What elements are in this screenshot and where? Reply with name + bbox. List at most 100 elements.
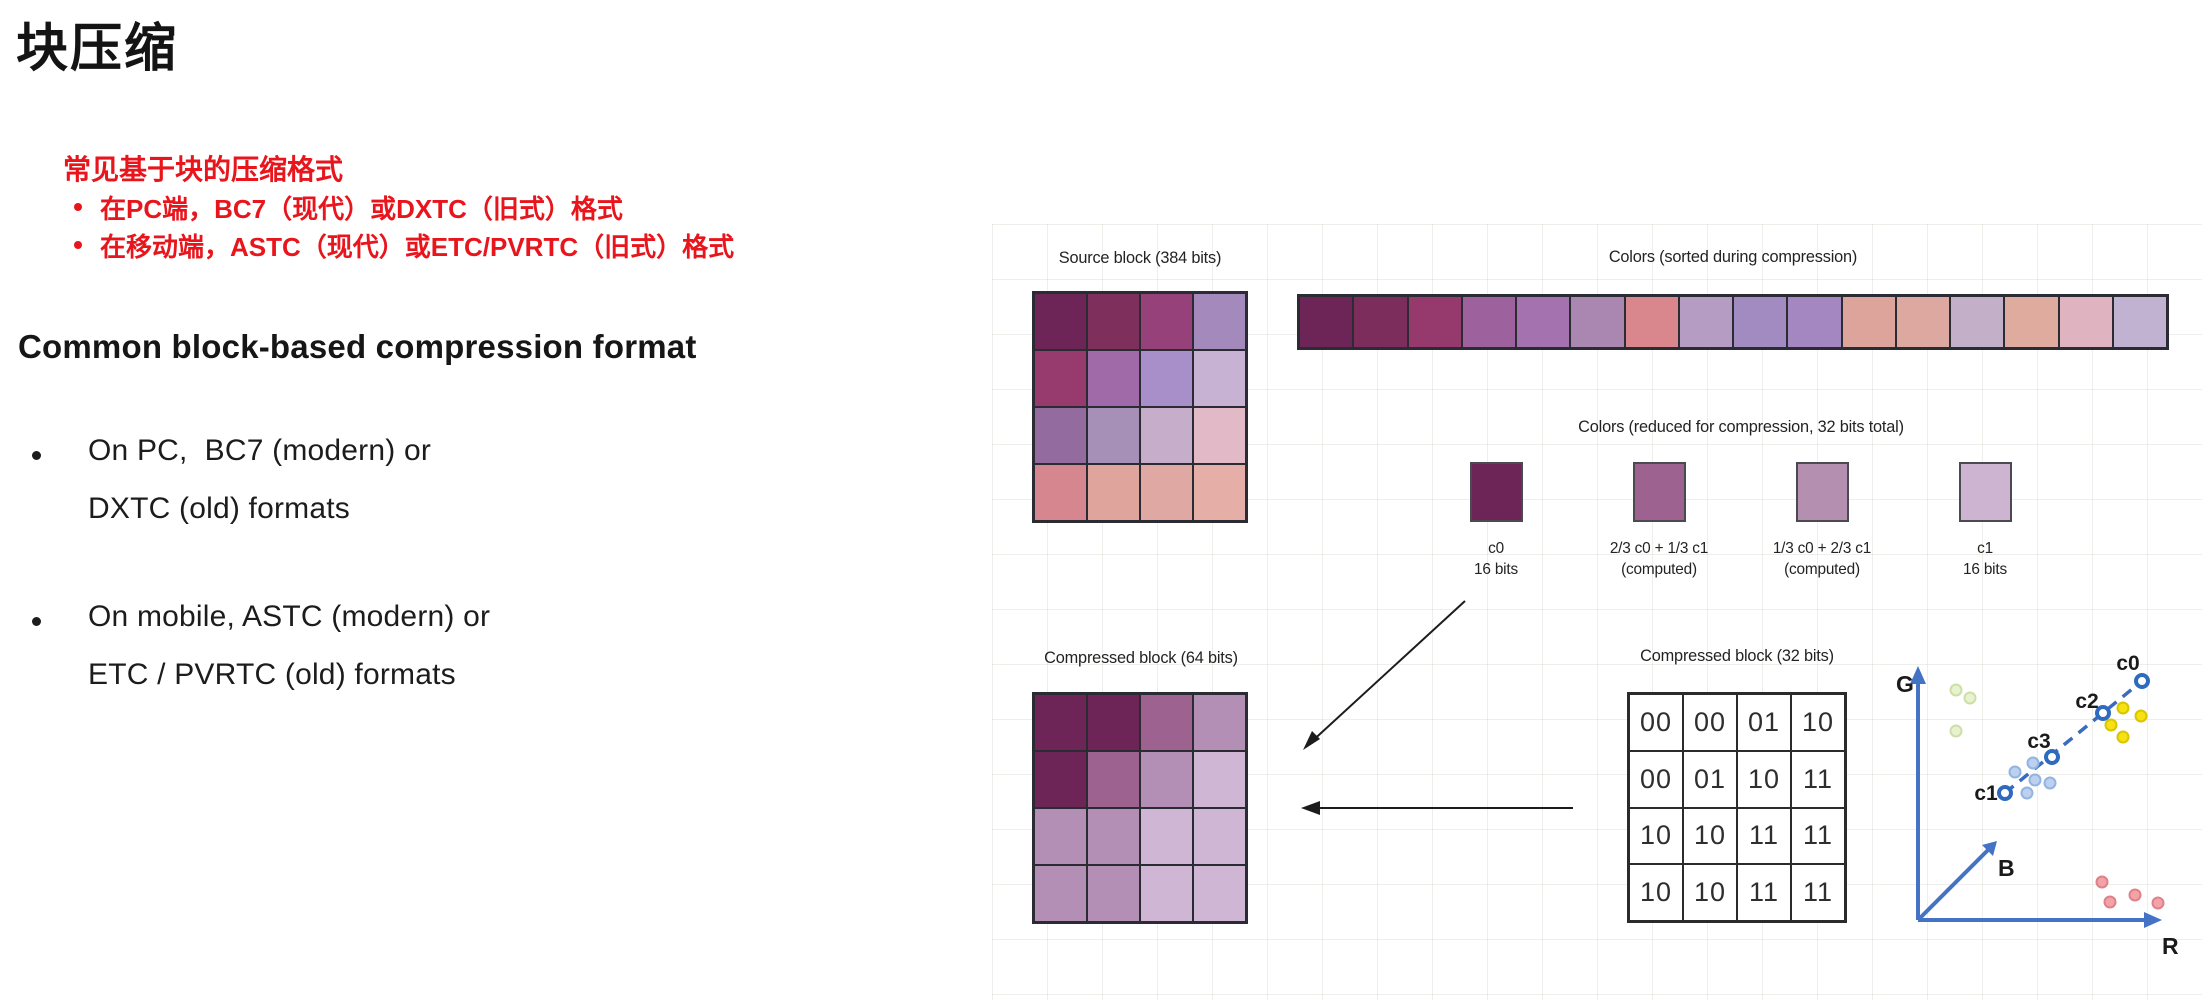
reduced-color-swatch	[1796, 462, 1849, 522]
color-cell	[1841, 296, 1896, 348]
color-cell	[1087, 751, 1140, 808]
color-cell	[1407, 296, 1462, 348]
color-cell	[1087, 350, 1140, 407]
bits-cell: 01	[1737, 694, 1791, 751]
color-cell	[1461, 296, 1516, 348]
color-cell	[1140, 865, 1193, 922]
color-cell	[1193, 865, 1246, 922]
english-heading: Common block-based compression format	[18, 328, 697, 365]
color-cell	[1950, 296, 2005, 348]
color-cell	[1087, 293, 1140, 350]
pale-green-dots	[1949, 683, 1963, 697]
red-bullet-dot	[74, 241, 82, 249]
yellow-dots	[2104, 718, 2118, 732]
compressed-block-64-label: Compressed block (64 bits)	[1044, 648, 1238, 667]
color-cell	[1193, 464, 1246, 521]
en-bullet-1-line-1: On PC, BC7 (modern) or	[88, 434, 432, 467]
compressed-block-grid	[1032, 692, 1248, 924]
r-axis-label: R	[2162, 933, 2179, 959]
red-bullet-dot	[74, 203, 82, 211]
compressed-bits-table: 00 00 01 10 00 01 10 11 10 10 11 11 10 10 11 11	[1627, 692, 1847, 923]
color-cell	[1140, 464, 1193, 521]
color-cell	[1034, 464, 1087, 521]
pink-dots	[2095, 875, 2109, 889]
color-cell	[1299, 296, 1354, 348]
bullet-dot	[32, 617, 41, 626]
color-cell	[1034, 293, 1087, 350]
color-cell	[1624, 296, 1679, 348]
color-cell	[1733, 296, 1788, 348]
yellow-dots	[2134, 709, 2148, 723]
yellow-dots	[2116, 701, 2130, 715]
compressed-block-32-label: Compressed block (32 bits)	[1640, 646, 1834, 665]
pink-dots	[2103, 895, 2117, 909]
g-axis-label: G	[1896, 671, 1914, 697]
color-cell	[1678, 296, 1733, 348]
endpoint-label-c2: c2	[2075, 690, 2098, 713]
en-bullet-1-line-2: DXTC (old) formats	[88, 492, 350, 525]
bits-cell: 11	[1791, 807, 1845, 865]
reduced-color-swatch	[1470, 462, 1523, 522]
swatch-caption: c1 16 bits	[1963, 540, 2007, 578]
color-cell	[1193, 407, 1246, 464]
color-cell	[1140, 293, 1193, 350]
color-cell	[1087, 865, 1140, 922]
bits-cell: 10	[1683, 807, 1737, 865]
color-cell	[1034, 407, 1087, 464]
color-cell	[1193, 694, 1246, 751]
page-title: 块压缩	[16, 21, 179, 78]
red-heading: 常见基于块的压缩格式	[63, 154, 344, 185]
bullet-dot	[32, 451, 41, 460]
bits-cell: 11	[1791, 864, 1845, 921]
color-cell	[1087, 808, 1140, 865]
swatch-caption: 2/3 c0 + 1/3 c1 (computed)	[1609, 540, 1709, 578]
bits-cell: 11	[1791, 750, 1845, 808]
color-cell	[1140, 751, 1193, 808]
color-cell	[1140, 694, 1193, 751]
b-axis-label: B	[1998, 855, 2015, 881]
swatch-caption: 1/3 c0 + 2/3 c1 (computed)	[1772, 540, 1872, 578]
color-cell	[2112, 296, 2167, 348]
color-cell	[1193, 808, 1246, 865]
color-cell	[1140, 407, 1193, 464]
light-blue-dots	[2008, 765, 2022, 779]
bits-cell: 10	[1737, 750, 1791, 808]
pale-green-dots	[1963, 691, 1977, 705]
color-cell	[1034, 694, 1087, 751]
bits-cell: 10	[1629, 864, 1683, 921]
bits-cell: 11	[1737, 807, 1791, 865]
source-block-label: Source block (384 bits)	[1058, 248, 1222, 267]
color-cell	[1895, 296, 1950, 348]
b-axis	[1916, 846, 1992, 922]
interpolation-dashed-line	[2003, 679, 2144, 795]
color-cell	[1087, 407, 1140, 464]
color-cell	[1087, 694, 1140, 751]
bits-cell: 00	[1683, 694, 1737, 751]
g-axis-arrowhead-icon	[1910, 666, 1926, 684]
pale-green-dots	[1949, 724, 1963, 738]
b-axis-arrowhead-icon	[1982, 841, 1997, 856]
endpoint-label-c0: c0	[2116, 652, 2139, 675]
reduced-colors-label: Colors (reduced for compression, 32 bits…	[1578, 417, 1904, 436]
reduced-color-swatch	[1959, 462, 2012, 522]
endpoint-ring-c0	[2134, 673, 2150, 689]
color-cell	[1353, 296, 1408, 348]
bits-cell: 01	[1683, 750, 1737, 808]
light-blue-dots	[2020, 786, 2034, 800]
rgb-scatter-plot: G B Rc0 c2 c3 c1	[1896, 652, 2179, 959]
endpoint-ring-c3	[2044, 749, 2060, 765]
endpoint-label-c1: c1	[1974, 782, 1998, 805]
light-blue-dots	[2028, 773, 2042, 787]
color-cell	[1193, 751, 1246, 808]
color-cell	[1570, 296, 1625, 348]
color-cell	[1193, 293, 1246, 350]
r-axis-arrowhead-icon	[2144, 912, 2162, 928]
color-cell	[1516, 296, 1571, 348]
flow-arrows	[1301, 600, 1573, 815]
sorted-colors-strip	[1297, 294, 2169, 350]
color-cell	[1034, 808, 1087, 865]
red-bullet-1: 在PC端，BC7（现代）或DXTC（旧式）格式	[100, 194, 623, 224]
color-cell	[1140, 808, 1193, 865]
color-cell	[1034, 751, 1087, 808]
